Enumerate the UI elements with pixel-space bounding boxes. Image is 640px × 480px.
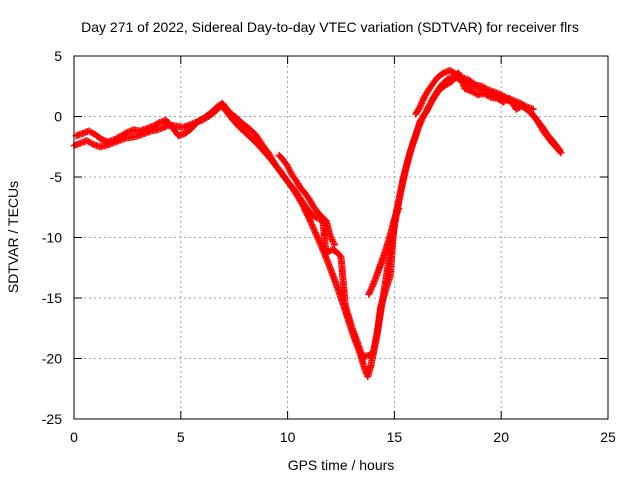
data-point xyxy=(529,105,537,113)
data-point xyxy=(122,129,130,137)
x-tick-label: 25 xyxy=(600,429,616,445)
data-point xyxy=(368,282,376,290)
data-point xyxy=(457,73,465,81)
axis-ticks: 0 5 10 15 20 25 -25 -20 -15 -10 -5 0 5 xyxy=(42,48,616,445)
data-point xyxy=(313,232,321,240)
data-point xyxy=(555,145,563,153)
x-tick-label: 5 xyxy=(177,429,185,445)
data-point xyxy=(312,230,320,238)
y-tick-label: -15 xyxy=(42,290,62,306)
x-axis-label: GPS time / hours xyxy=(288,457,395,473)
data-point xyxy=(395,204,403,212)
data-series xyxy=(275,67,537,298)
data-point xyxy=(417,100,425,108)
data-point xyxy=(367,286,375,294)
y-tick-label: -10 xyxy=(42,230,62,246)
data-point xyxy=(420,95,428,103)
data-point xyxy=(419,96,427,104)
data-point xyxy=(309,224,317,232)
data-point xyxy=(311,229,319,237)
data-point xyxy=(305,214,313,222)
data-point xyxy=(309,222,317,230)
data-point xyxy=(331,241,339,249)
data-point xyxy=(306,216,314,224)
data-series xyxy=(70,73,565,381)
data-point xyxy=(310,225,318,233)
y-axis-label: SDTVAR / TECUs xyxy=(5,181,21,293)
data-point xyxy=(521,102,529,110)
data-point xyxy=(314,235,322,243)
data-point xyxy=(307,219,315,227)
data-point xyxy=(417,101,425,109)
data-point xyxy=(415,104,423,112)
chart-title: Day 271 of 2022, Sidereal Day-to-day VTE… xyxy=(81,19,579,35)
grid xyxy=(74,56,608,419)
data-point xyxy=(365,289,373,297)
data-point xyxy=(306,217,314,225)
data-point xyxy=(416,103,424,111)
x-tick-label: 0 xyxy=(70,429,78,445)
data-point xyxy=(556,146,564,154)
data-point xyxy=(314,234,322,241)
y-tick-label: -20 xyxy=(42,351,62,367)
y-tick-label: 5 xyxy=(54,48,62,64)
y-tick-label: -25 xyxy=(42,411,62,427)
data-point xyxy=(315,237,323,245)
data-point xyxy=(366,287,374,295)
data-point xyxy=(368,284,376,292)
data-point xyxy=(483,85,491,93)
x-tick-label: 10 xyxy=(280,429,296,445)
x-tick-label: 15 xyxy=(387,429,403,445)
data-point xyxy=(418,98,426,106)
data-point xyxy=(88,139,96,147)
y-tick-label: 0 xyxy=(54,109,62,125)
data-point xyxy=(154,119,162,127)
data-series xyxy=(72,69,564,361)
data-point xyxy=(308,221,316,229)
data-point xyxy=(502,93,510,101)
x-tick-label: 20 xyxy=(493,429,509,445)
data-point xyxy=(485,92,493,100)
y-tick-label: -5 xyxy=(50,169,63,185)
data-layer xyxy=(70,67,565,381)
data-point xyxy=(311,227,319,235)
data-point xyxy=(365,290,373,298)
